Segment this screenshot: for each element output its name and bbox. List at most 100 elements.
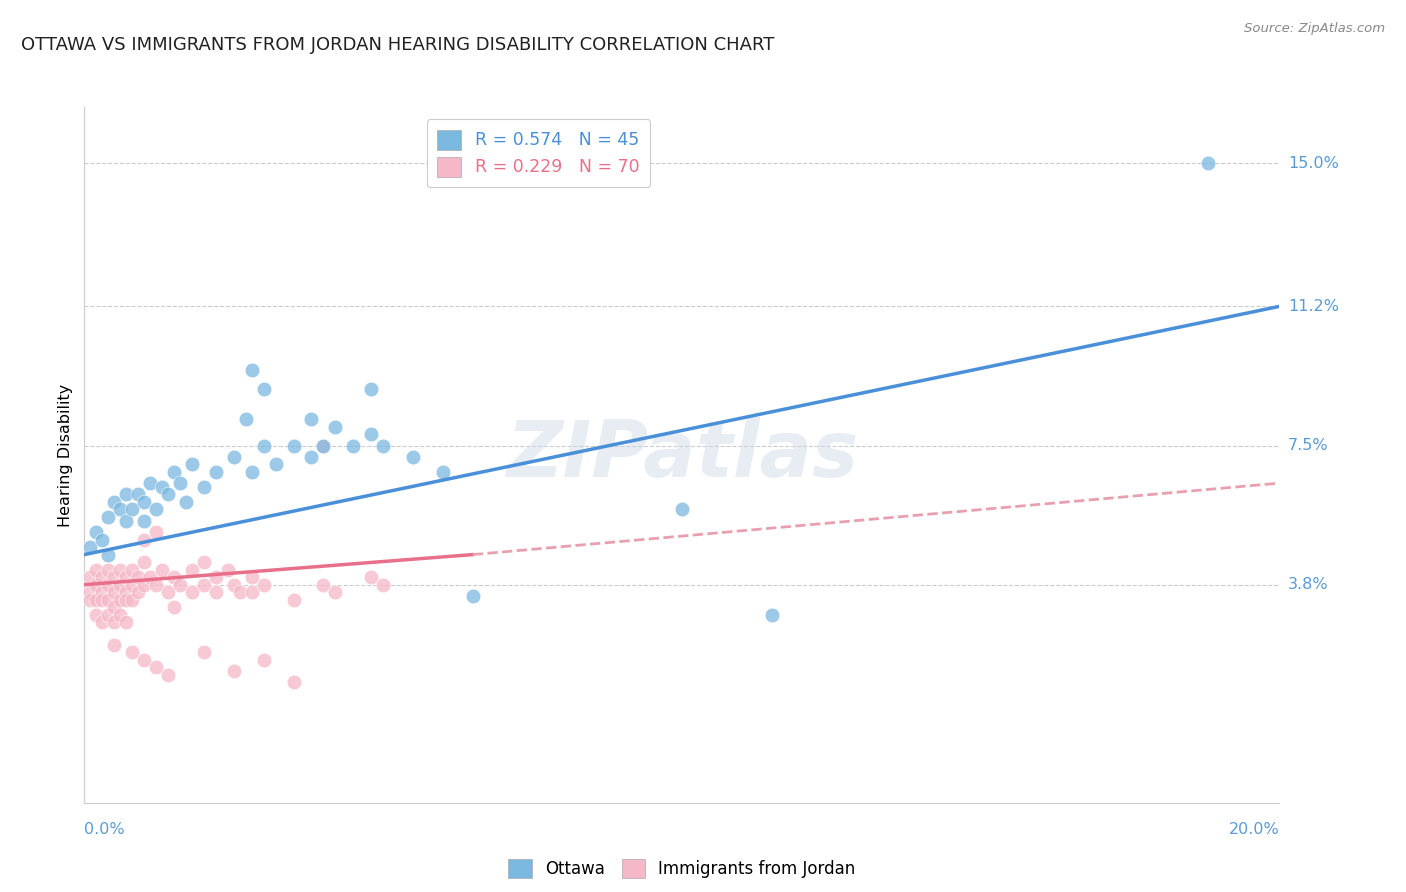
Point (103, 585, 125, 599)
Point (91, 592, 114, 607)
Point (193, 480, 215, 494)
Point (432, 465, 454, 479)
Point (115, 570, 138, 584)
Point (283, 592, 305, 607)
Point (222, 664, 245, 678)
Point (97, 607, 120, 622)
Point (253, 653, 276, 667)
Point (121, 502, 143, 516)
Point (150, 480, 173, 494)
Point (253, 382, 276, 396)
Point (86, 592, 108, 607)
Point (115, 585, 138, 599)
Text: 7.5%: 7.5% (1288, 438, 1329, 453)
Point (110, 577, 132, 591)
Point (671, 502, 693, 516)
Point (132, 495, 156, 509)
Point (91, 585, 114, 599)
Point (193, 577, 215, 591)
Point (240, 363, 263, 377)
Point (264, 458, 287, 472)
Point (461, 589, 484, 603)
Point (301, 450, 323, 464)
Point (145, 660, 167, 674)
Point (193, 555, 215, 569)
Point (97, 563, 120, 577)
Text: 20.0%: 20.0% (1229, 822, 1279, 837)
Point (115, 487, 138, 501)
Point (301, 412, 323, 426)
Point (323, 419, 347, 434)
Point (103, 638, 125, 652)
Point (157, 668, 180, 682)
Point (79, 570, 101, 584)
Point (121, 592, 143, 607)
Point (91, 615, 114, 630)
Point (169, 476, 191, 491)
Point (253, 577, 276, 591)
Point (97, 548, 120, 562)
Text: 0.0%: 0.0% (84, 822, 125, 837)
Text: 11.2%: 11.2% (1288, 299, 1339, 314)
Point (169, 577, 191, 591)
Point (132, 533, 156, 547)
Point (402, 450, 425, 464)
Point (115, 615, 138, 630)
Point (91, 570, 114, 584)
Point (283, 675, 305, 690)
Point (205, 465, 228, 479)
Point (163, 570, 186, 584)
Point (235, 412, 257, 426)
Point (157, 487, 180, 501)
Point (240, 465, 263, 479)
Point (110, 563, 132, 577)
Point (193, 645, 215, 659)
Point (180, 585, 202, 599)
Point (205, 585, 228, 599)
Text: 3.8%: 3.8% (1288, 577, 1329, 592)
Point (323, 585, 347, 599)
Y-axis label: Hearing Disability: Hearing Disability (58, 384, 73, 526)
Text: 15.0%: 15.0% (1288, 156, 1339, 171)
Point (121, 577, 143, 591)
Point (360, 427, 382, 442)
Point (86, 577, 108, 591)
Point (86, 524, 108, 539)
Point (97, 510, 120, 524)
Point (103, 600, 125, 615)
Point (360, 382, 382, 396)
Point (761, 607, 783, 622)
Point (97, 577, 120, 591)
Point (103, 615, 125, 630)
Point (163, 465, 186, 479)
Point (127, 487, 149, 501)
Point (312, 438, 335, 452)
Point (180, 563, 202, 577)
Point (145, 577, 167, 591)
Point (163, 600, 186, 615)
Point (139, 570, 162, 584)
Point (157, 585, 180, 599)
Point (86, 563, 108, 577)
Point (240, 570, 263, 584)
Text: Source: ZipAtlas.com: Source: ZipAtlas.com (1244, 22, 1385, 36)
Point (121, 645, 143, 659)
Point (283, 438, 305, 452)
Point (97, 592, 120, 607)
Point (79, 592, 101, 607)
Point (103, 495, 125, 509)
Point (240, 585, 263, 599)
Point (205, 570, 228, 584)
Point (115, 592, 138, 607)
Point (222, 450, 245, 464)
Point (132, 514, 156, 528)
Point (360, 570, 382, 584)
Point (132, 577, 156, 591)
Text: ZIPatlas: ZIPatlas (506, 417, 858, 493)
Point (110, 607, 132, 622)
Point (132, 555, 156, 569)
Point (228, 585, 252, 599)
Point (110, 502, 132, 516)
Point (91, 533, 114, 547)
Point (180, 458, 202, 472)
